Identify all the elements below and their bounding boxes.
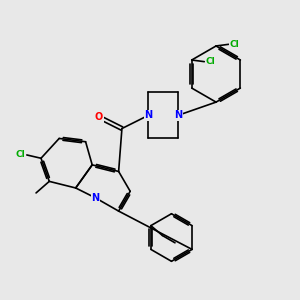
Text: N: N (92, 193, 100, 203)
Text: N: N (144, 110, 152, 120)
Text: Cl: Cl (206, 57, 215, 66)
Text: N: N (174, 110, 182, 120)
Text: Cl: Cl (230, 40, 240, 49)
Text: O: O (95, 112, 103, 122)
Text: Cl: Cl (16, 151, 26, 160)
